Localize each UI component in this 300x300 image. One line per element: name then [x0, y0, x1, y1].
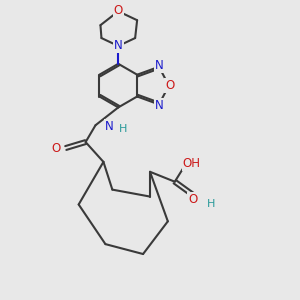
Text: N: N	[114, 40, 123, 52]
Text: N: N	[105, 120, 114, 133]
Text: O: O	[188, 193, 197, 206]
Text: N: N	[154, 59, 163, 72]
Text: OH: OH	[183, 158, 201, 170]
Text: N: N	[154, 99, 163, 112]
Text: H: H	[119, 124, 128, 134]
Text: O: O	[51, 142, 61, 154]
Text: O: O	[114, 4, 123, 17]
Text: H: H	[207, 200, 216, 209]
Text: O: O	[165, 79, 175, 92]
